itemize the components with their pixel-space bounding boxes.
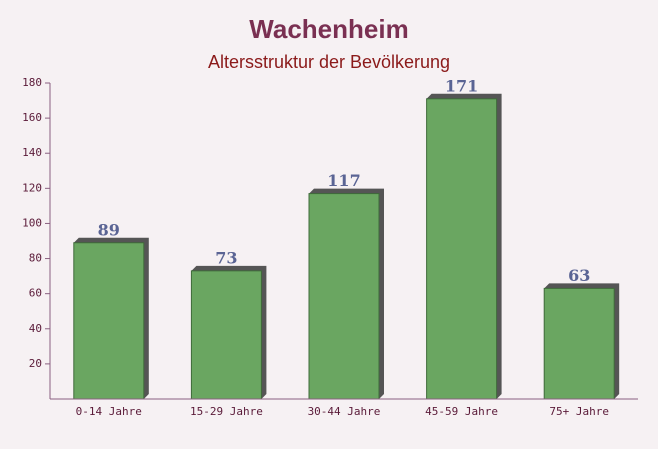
value-label: 89 [98, 220, 120, 239]
bar [308, 193, 380, 400]
bar [543, 287, 615, 400]
y-tick-label: 160 [22, 111, 42, 124]
y-tick-label: 180 [22, 76, 42, 89]
y-tick-label: 140 [22, 146, 42, 159]
y-tick-label: 40 [29, 322, 42, 335]
value-label: 73 [215, 248, 237, 267]
y-tick-label: 120 [22, 181, 42, 194]
value-label: 171 [445, 76, 478, 95]
chart-subtitle: Altersstruktur der Bevölkerung [208, 52, 450, 72]
y-tick-label: 60 [29, 287, 42, 300]
bar [73, 242, 145, 400]
x-tick-label: 45-59 Jahre [425, 405, 498, 418]
x-tick-label: 75+ Jahre [549, 405, 609, 418]
x-tick-label: 30-44 Jahre [308, 405, 381, 418]
y-tick-label: 20 [29, 357, 42, 370]
value-label: 117 [327, 171, 360, 190]
y-tick-label: 80 [29, 252, 42, 265]
x-tick-label: 0-14 Jahre [76, 405, 142, 418]
bar [190, 270, 262, 400]
chart-title: Wachenheim [249, 14, 408, 44]
value-label: 63 [568, 266, 590, 285]
bar [426, 98, 498, 400]
x-tick-label: 15-29 Jahre [190, 405, 263, 418]
y-tick-label: 100 [22, 216, 42, 229]
